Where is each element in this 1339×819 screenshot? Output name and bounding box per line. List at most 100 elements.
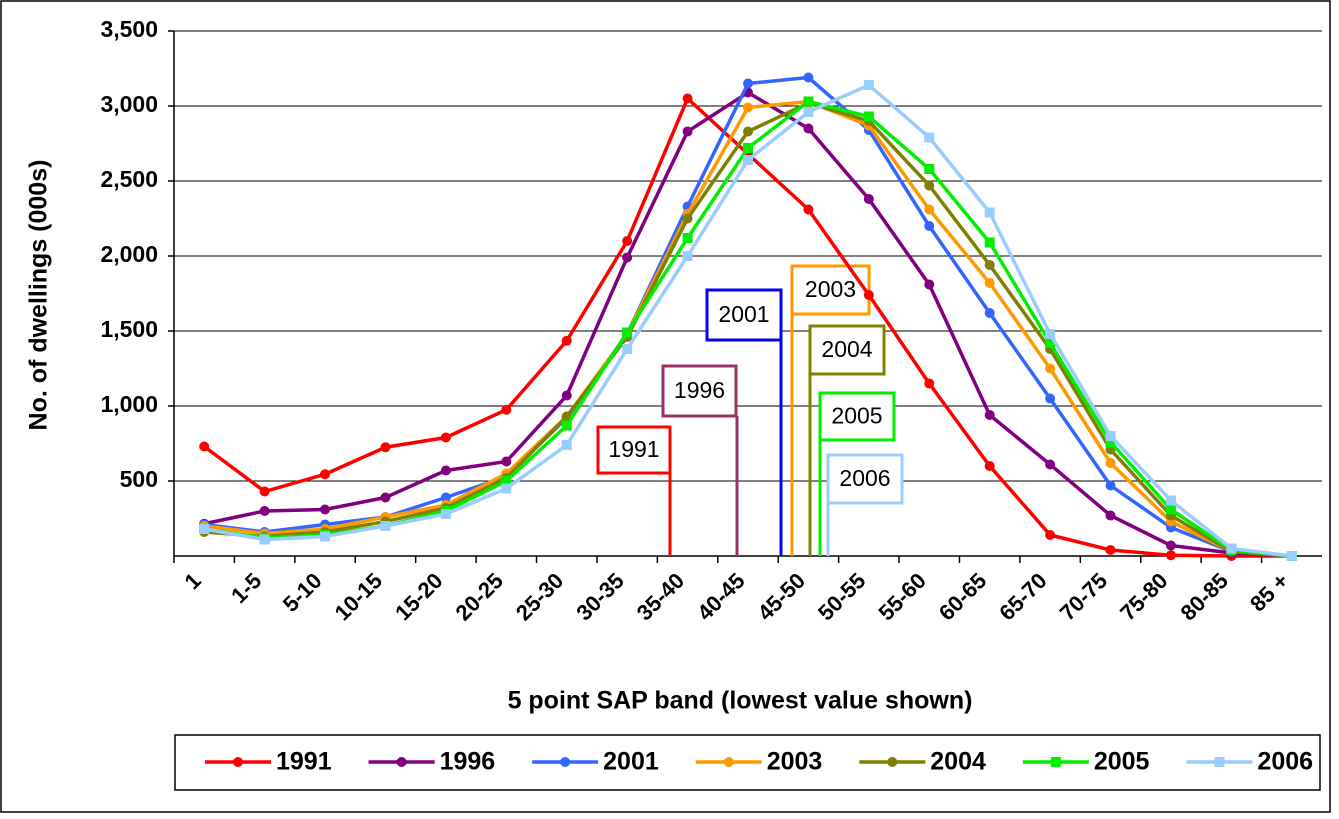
annotation-label: 2004 <box>821 336 872 362</box>
data-point <box>199 441 210 452</box>
data-point <box>682 93 693 104</box>
legend-marker <box>887 757 898 767</box>
data-point <box>984 461 995 471</box>
data-point <box>561 440 572 450</box>
annotation-box <box>808 324 886 376</box>
data-point <box>1105 480 1116 491</box>
data-point <box>863 194 874 204</box>
data-point <box>924 279 935 290</box>
data-point <box>501 476 512 486</box>
y-axis-title: No. of dwellings (000s) <box>25 160 53 431</box>
y-tick-label: 500 <box>120 466 158 492</box>
data-point <box>682 233 693 243</box>
annotation-label: 2006 <box>839 465 890 491</box>
data-point <box>1105 458 1116 468</box>
annotation-box <box>790 264 871 316</box>
y-tick-label: 3,500 <box>100 16 158 42</box>
annotation-box <box>661 364 738 418</box>
data-point <box>924 221 935 231</box>
data-point <box>622 236 633 246</box>
legend-label: 2001 <box>603 748 659 776</box>
data-point <box>501 456 512 467</box>
data-point <box>1165 550 1176 561</box>
data-point <box>863 80 874 90</box>
data-point <box>682 213 693 224</box>
data-point <box>259 486 270 497</box>
data-point <box>682 126 693 137</box>
legend-label: 2006 <box>1257 748 1313 776</box>
data-point <box>320 531 331 542</box>
data-point <box>622 327 633 338</box>
legend-marker <box>396 757 407 767</box>
data-point <box>1165 504 1176 515</box>
data-point <box>743 78 753 89</box>
annotation-label: 1996 <box>674 377 725 403</box>
y-tick-label: 2,500 <box>100 166 158 192</box>
data-point <box>1045 393 1056 404</box>
data-point <box>622 344 633 354</box>
legend-marker <box>233 757 243 767</box>
annotation-label: 2005 <box>831 403 882 429</box>
data-point <box>863 111 874 122</box>
legend-label: 1991 <box>276 748 332 776</box>
data-point <box>501 404 512 415</box>
data-point <box>259 506 270 516</box>
data-point <box>924 132 935 143</box>
y-tick-label: 2,000 <box>100 241 158 267</box>
legend-marker <box>560 757 571 767</box>
data-point <box>984 410 995 420</box>
data-point <box>1045 459 1056 470</box>
data-point <box>320 469 331 480</box>
data-point <box>1045 363 1056 374</box>
data-point <box>1045 329 1056 339</box>
data-point <box>1045 530 1056 540</box>
data-point <box>561 335 572 346</box>
data-point <box>380 492 391 503</box>
data-point <box>984 278 995 288</box>
annotation-label: 1991 <box>608 436 659 462</box>
data-point <box>1105 431 1116 441</box>
annotation-box <box>818 391 896 442</box>
legend-label: 2003 <box>767 748 823 776</box>
data-point <box>924 180 935 191</box>
y-tick-label: 3,000 <box>100 91 158 117</box>
data-point <box>1105 437 1116 447</box>
data-point <box>682 251 693 261</box>
data-point <box>380 521 391 531</box>
legend-marker <box>1214 757 1225 767</box>
data-point <box>984 308 995 318</box>
annotation-label: 2001 <box>718 301 769 327</box>
data-point <box>924 204 935 215</box>
data-point <box>1165 495 1176 506</box>
data-point <box>984 237 995 248</box>
data-point <box>803 204 814 215</box>
data-point <box>743 102 753 113</box>
annotation-box <box>705 288 783 342</box>
data-point <box>501 483 512 494</box>
data-point <box>984 207 995 218</box>
data-point <box>561 390 572 401</box>
data-point <box>984 260 995 270</box>
data-point <box>1226 543 1237 554</box>
y-tick-label: 1,000 <box>100 391 158 417</box>
data-point <box>440 492 451 503</box>
data-point <box>863 290 874 300</box>
data-point <box>1286 551 1297 561</box>
data-point <box>1045 338 1056 348</box>
legend-marker <box>1050 757 1061 767</box>
data-point <box>924 378 935 389</box>
data-point <box>1105 510 1116 521</box>
data-point <box>622 252 633 263</box>
legend-marker <box>723 757 734 767</box>
legend-label: 1996 <box>440 748 496 776</box>
data-point <box>561 420 572 431</box>
data-point <box>803 96 814 107</box>
data-point <box>1165 540 1176 551</box>
x-axis-title: 5 point SAP band (lowest value shown) <box>508 687 973 715</box>
legend-label: 2005 <box>1094 748 1150 776</box>
data-point <box>803 107 814 117</box>
data-point <box>803 123 814 134</box>
y-tick-label: 1,500 <box>100 316 158 342</box>
data-point <box>924 164 935 174</box>
